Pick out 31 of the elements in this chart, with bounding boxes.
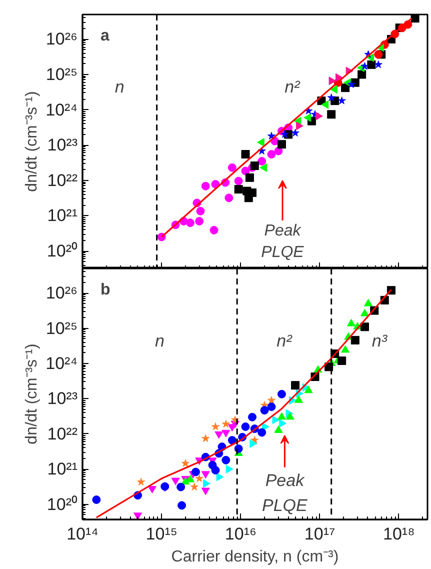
y-tick-label: 10²⁴: [46, 354, 78, 374]
y-tick-label: 10²⁰: [46, 494, 78, 514]
annotation: Peak PLQE: [261, 222, 304, 261]
annotation: n: [155, 332, 165, 350]
annotation: Peak PLQE: [262, 471, 308, 515]
y-tick-label: 10²²: [47, 170, 78, 190]
annotation: n: [114, 78, 124, 96]
y-tick-label: 10²⁵: [46, 318, 78, 338]
y-tick-label: 10²²: [47, 424, 78, 444]
y-tick-label: 10²⁶: [46, 284, 78, 303]
y-tick-label: 10²⁵: [46, 64, 78, 84]
y-tick-label: 10²³: [47, 389, 78, 408]
y-tick-label: 10²⁰: [46, 242, 78, 261]
x-tick-label: 10¹⁷: [304, 524, 336, 544]
annotation: n²: [284, 78, 302, 96]
text: a: [100, 28, 110, 44]
y-tick-label: 10²⁶: [46, 30, 78, 49]
annotation: n³: [372, 332, 388, 350]
y-tick-label: 10²³: [47, 136, 78, 155]
text: b: [100, 282, 110, 298]
y-axis-title: dn/dt (cm⁻³s⁻¹): [24, 344, 41, 444]
x-tick-label: 10¹⁵: [146, 524, 178, 544]
x-tick-label: 10¹⁸: [383, 524, 415, 544]
y-tick-label: 10²¹: [47, 206, 78, 226]
x-tick-label: 10¹⁴: [66, 524, 98, 544]
y-tick-label: 10²⁴: [46, 100, 78, 120]
y-axis-title: dn/dt (cm⁻³s⁻¹): [24, 91, 41, 192]
y-tick-label: 10²¹: [47, 460, 78, 479]
x-axis-title: Carrier density, n (cm⁻³): [171, 548, 339, 566]
x-tick-label: 10¹⁶: [224, 524, 256, 544]
annotation: n²: [276, 332, 294, 350]
